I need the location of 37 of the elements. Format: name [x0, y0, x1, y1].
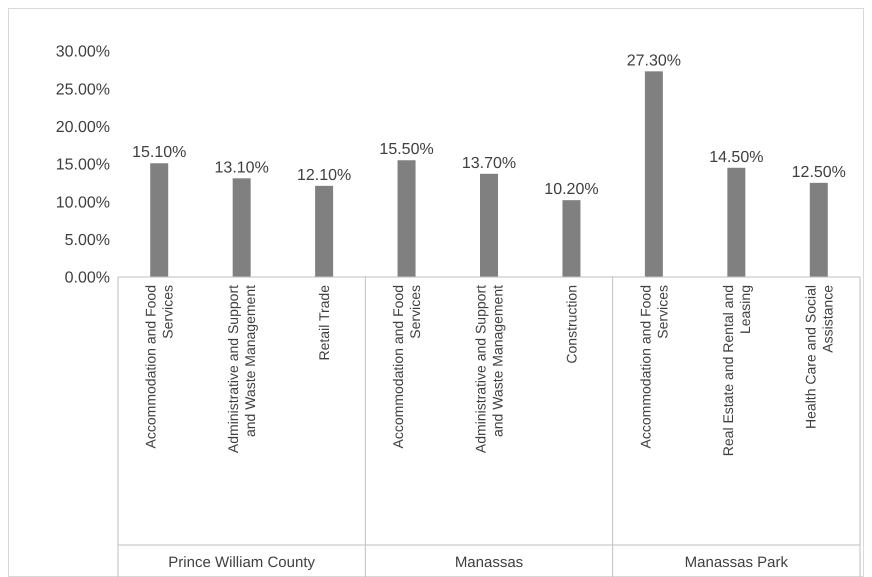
- bar: [810, 182, 828, 277]
- data-label: 13.10%: [214, 159, 269, 176]
- data-label: 27.30%: [626, 52, 682, 70]
- data-label: 15.10%: [132, 144, 186, 162]
- x-tick-label: Real Estate and Rental and Leasing: [720, 285, 753, 456]
- y-tick-label: 15.00%: [56, 156, 110, 174]
- text: Manassas: [454, 554, 524, 571]
- bar: [727, 168, 746, 277]
- data-label: 14.50%: [709, 148, 764, 166]
- data-label: 12.50%: [792, 164, 846, 181]
- y-tick-label: 25.00%: [56, 81, 110, 98]
- text: Manassas Park: [684, 554, 789, 571]
- bar: [644, 71, 663, 277]
- x-tick-label: Administrative and Support and Waste Management: [225, 284, 258, 454]
- data-label: 13.70%: [462, 154, 516, 172]
- x-tick-label: Accommodation and Food Services: [142, 285, 176, 448]
- y-tick-label: 30.00%: [56, 44, 110, 61]
- bar: [315, 186, 334, 277]
- x-tick-label: Accommodation and Food Services: [637, 285, 670, 448]
- x-tick-label: Retail Trade: [316, 284, 332, 360]
- bar: [398, 160, 416, 277]
- x-tick-label: Accommodation and Food Services: [390, 285, 424, 448]
- bar: [150, 163, 168, 277]
- text: Prince William County: [168, 554, 316, 571]
- bar: [232, 178, 251, 277]
- x-tick-label: Administrative and Support and Waste Management: [472, 284, 506, 454]
- x-tick-label: Health Care and Social Assistance: [802, 284, 836, 429]
- y-tick-label: 20.00%: [56, 118, 110, 136]
- data-label: 12.10%: [296, 166, 352, 184]
- data-label: 10.20%: [544, 181, 599, 198]
- y-tick-label: 10.00%: [56, 194, 110, 212]
- bar: [480, 174, 498, 277]
- data-label: 15.50%: [379, 141, 434, 158]
- y-tick-label: 0.00%: [64, 270, 110, 287]
- y-tick-label: 5.00%: [64, 232, 110, 249]
- bar: [562, 200, 580, 277]
- x-tick-label: Construction: [563, 285, 580, 364]
